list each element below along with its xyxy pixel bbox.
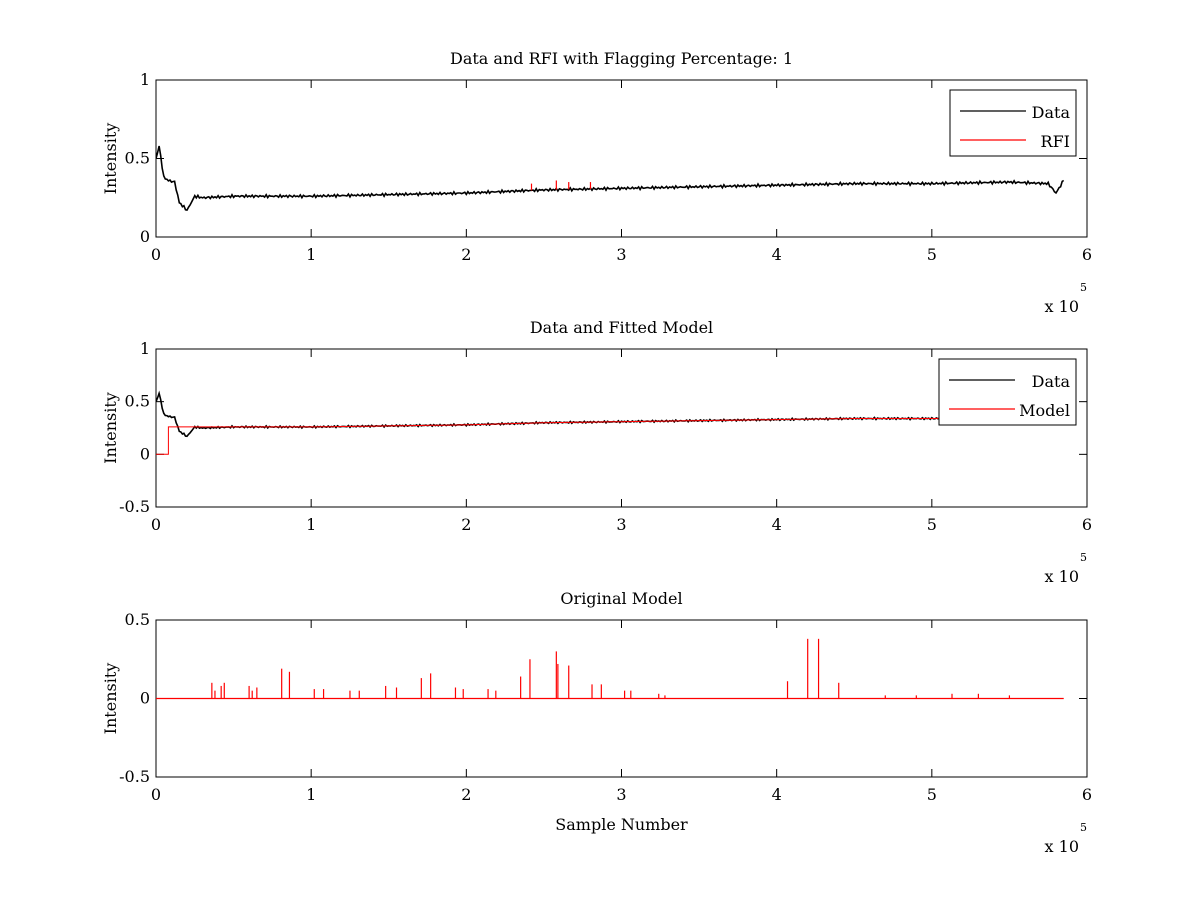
x-tick-label: 4 bbox=[772, 515, 782, 534]
x-tick-label: 3 bbox=[616, 785, 626, 804]
panel-1: Data and RFI with Flagging Percentage: 1… bbox=[101, 49, 1092, 316]
y-tick-label: -0.5 bbox=[119, 767, 150, 786]
legend-entry: Data bbox=[1032, 372, 1071, 391]
x-tick-label: 0 bbox=[151, 515, 161, 534]
x-tick-label: 3 bbox=[616, 245, 626, 264]
plot-area bbox=[155, 79, 1088, 238]
legend-entry: RFI bbox=[1041, 132, 1070, 151]
x-tick-label: 5 bbox=[927, 245, 937, 264]
y-axis-label: Intensity bbox=[101, 392, 120, 464]
y-tick-label: 0 bbox=[140, 689, 150, 708]
x-tick-label: 5 bbox=[927, 785, 937, 804]
x-axis-label: Sample Number bbox=[555, 815, 688, 834]
legend-box bbox=[949, 89, 1077, 157]
x-tick-label: 2 bbox=[461, 245, 471, 264]
x-tick-label: 4 bbox=[772, 245, 782, 264]
x-tick-label: 6 bbox=[1082, 515, 1092, 534]
x-tick-label: 2 bbox=[461, 515, 471, 534]
legend: Data RFI bbox=[949, 89, 1077, 157]
data-series bbox=[156, 145, 1065, 212]
x-multiplier-exponent: 5 bbox=[1080, 281, 1087, 294]
y-axis-label: Intensity bbox=[101, 663, 120, 735]
series-layer bbox=[156, 145, 1065, 212]
x-tick-label: 1 bbox=[306, 245, 316, 264]
y-tick-label: 0 bbox=[140, 444, 150, 463]
x-multiplier-exponent: 5 bbox=[1080, 551, 1087, 564]
x-tick-label: 0 bbox=[151, 785, 161, 804]
model-series bbox=[156, 417, 1049, 455]
legend-box bbox=[938, 358, 1077, 426]
x-tick-label: 2 bbox=[461, 785, 471, 804]
y-tick-label: 0 bbox=[140, 227, 150, 246]
legend-entry: Model bbox=[1019, 401, 1070, 420]
x-multiplier: x 10 bbox=[1045, 567, 1079, 586]
y-tick-label: 0.5 bbox=[125, 392, 150, 411]
plot-area bbox=[155, 348, 1088, 508]
x-multiplier: x 10 bbox=[1045, 837, 1079, 856]
chart-title: Data and Fitted Model bbox=[530, 318, 713, 337]
chart-title: Data and RFI with Flagging Percentage: 1 bbox=[450, 49, 793, 68]
series-layer bbox=[156, 390, 1057, 455]
legend-entry: Data bbox=[1032, 103, 1071, 122]
x-tick-label: 3 bbox=[616, 515, 626, 534]
x-multiplier: x 10 bbox=[1045, 297, 1079, 316]
y-axis-label: Intensity bbox=[101, 123, 120, 195]
x-multiplier-exponent: 5 bbox=[1080, 821, 1087, 834]
x-tick-label: 1 bbox=[306, 785, 316, 804]
chart-title: Original Model bbox=[560, 589, 682, 608]
legend: Data Model bbox=[938, 358, 1077, 426]
x-tick-label: 1 bbox=[306, 515, 316, 534]
y-tick-label: 1 bbox=[140, 339, 150, 358]
x-tick-label: 5 bbox=[927, 515, 937, 534]
y-tick-label: -0.5 bbox=[119, 497, 150, 516]
x-tick-label: 4 bbox=[772, 785, 782, 804]
x-tick-label: 6 bbox=[1082, 785, 1092, 804]
y-tick-label: 0.5 bbox=[125, 610, 150, 629]
series-layer bbox=[156, 638, 1064, 700]
y-tick-label: 1 bbox=[140, 70, 150, 89]
x-tick-label: 0 bbox=[151, 245, 161, 264]
y-tick-label: 0.5 bbox=[125, 149, 150, 168]
x-tick-label: 6 bbox=[1082, 245, 1092, 264]
